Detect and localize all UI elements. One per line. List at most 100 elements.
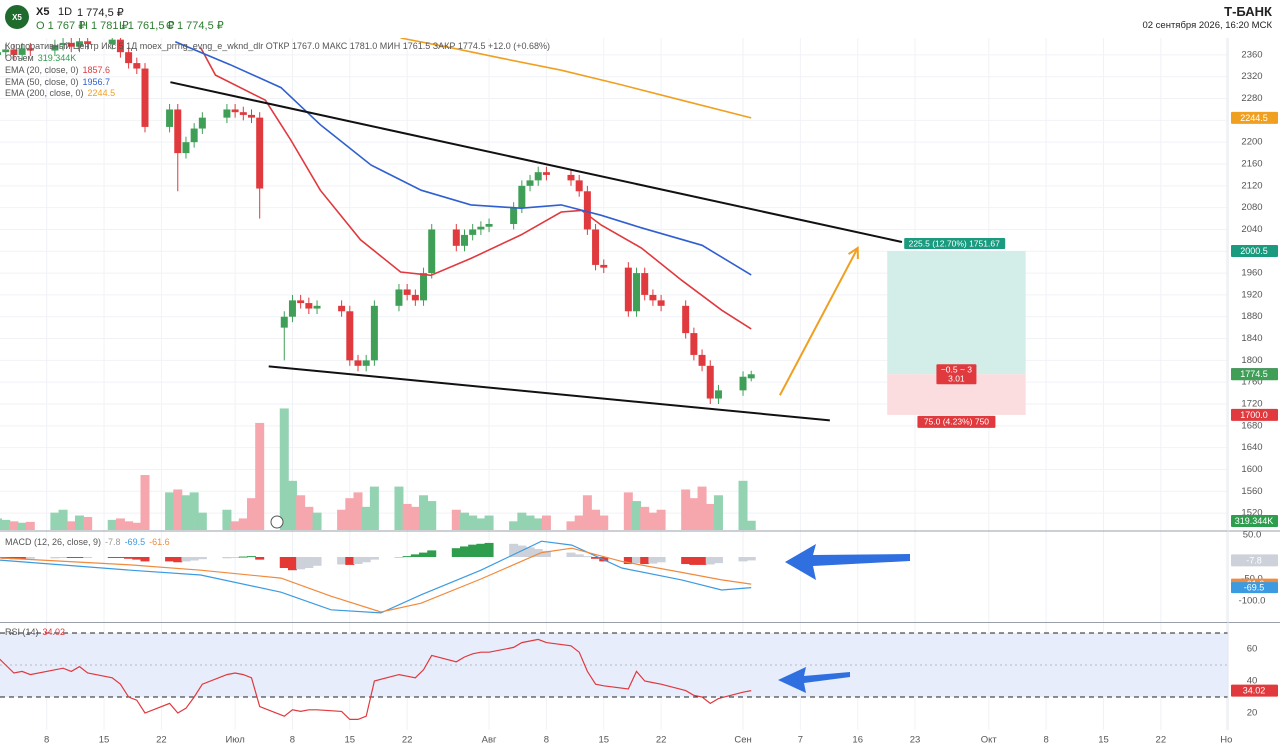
- histogram-bar: [296, 556, 306, 570]
- volume-bar: [246, 498, 256, 530]
- histogram-bar: [58, 556, 68, 558]
- candle-body: [141, 68, 149, 127]
- center-label: −0.5 ~ 3: [941, 365, 972, 375]
- stop-label-box: [917, 415, 996, 428]
- candle-body: [280, 316, 288, 328]
- histogram-bar: [713, 556, 723, 564]
- histogram-bar: [337, 556, 347, 565]
- volume-bar: [9, 521, 19, 530]
- volume-bar: [312, 512, 322, 530]
- candle-body: [108, 39, 116, 44]
- brand: Т-БАНК: [1224, 4, 1272, 19]
- volume-bar: [255, 422, 265, 530]
- y-tick-label: 2160: [1241, 159, 1262, 170]
- histogram-bar: [222, 556, 232, 559]
- histogram-bar: [197, 556, 207, 560]
- price-tag-label: 1700.0: [1240, 410, 1268, 420]
- histogram-bar: [181, 556, 191, 562]
- candle-body: [125, 52, 133, 64]
- candle-body: [2, 49, 10, 53]
- volume-bar: [582, 495, 592, 530]
- arrow: [779, 247, 859, 396]
- volume-bar: [541, 515, 551, 530]
- candle-body: [288, 300, 296, 317]
- y-tick-label: 2320: [1241, 71, 1262, 82]
- price-panel: 225.5 (12.70%) 1751.67 −0.5 ~ 33.01 75.0 (…: [0, 38, 1026, 530]
- histogram-bar: [74, 556, 84, 558]
- volume-bar: [353, 492, 363, 530]
- legend-label: Объем: [5, 53, 34, 63]
- candle-body: [166, 109, 174, 127]
- histogram-bar: [124, 556, 134, 559]
- ticker: X5: [36, 6, 50, 18]
- histogram-bar: [369, 556, 379, 560]
- candle-body: [510, 207, 518, 224]
- legend-label: RSI (14): [5, 627, 39, 637]
- histogram-bar: [459, 546, 469, 557]
- histogram-bar: [574, 554, 584, 557]
- histogram-bar: [255, 556, 265, 560]
- candle-body: [485, 224, 493, 227]
- candle-body: [133, 63, 141, 69]
- y-tick-label: 1920: [1241, 289, 1262, 300]
- y-tick-label: 50.0: [1243, 530, 1262, 541]
- price-tag: [1231, 684, 1278, 697]
- legend-value: 34.02: [42, 627, 66, 637]
- price-tag-label: 34.02: [1243, 685, 1266, 695]
- volume-bar: [287, 480, 297, 530]
- candle-body: [600, 264, 608, 268]
- price-tag-label: -7.8: [1246, 555, 1262, 565]
- candle-body: [75, 41, 83, 47]
- volume-bar: [369, 486, 379, 530]
- candle-body: [370, 305, 378, 361]
- histogram-bar: [468, 544, 478, 557]
- volume-bar: [427, 501, 437, 530]
- histogram-bar: [66, 556, 76, 558]
- histogram-bar: [566, 552, 576, 557]
- candle-body: [354, 360, 362, 366]
- y-tick-label: 1760: [1241, 377, 1262, 388]
- y-tick-label: 1640: [1241, 442, 1262, 453]
- volume-bar: [165, 492, 175, 530]
- ema-line: [199, 47, 752, 330]
- macd-line: [0, 540, 752, 614]
- volume-bar: [296, 495, 306, 530]
- x-tick-label: 22: [402, 735, 413, 746]
- histogram-bar: [50, 556, 60, 559]
- ohlc-high: H 1 781 ₽: [80, 20, 129, 32]
- y-tick-label: 2280: [1241, 93, 1262, 104]
- price-tag-label: -69.5: [1244, 582, 1265, 592]
- last-price: 1 774,5 ₽: [77, 7, 124, 19]
- histogram-bar: [165, 556, 175, 562]
- candle-body: [313, 305, 321, 309]
- volume-bar: [337, 509, 347, 530]
- volume-bar: [230, 521, 240, 530]
- histogram-bar: [353, 556, 363, 565]
- price-tag: [1231, 554, 1278, 567]
- candle-body: [420, 273, 428, 301]
- volume-bar: [697, 486, 707, 530]
- legend-label: EMA (200, close, 0): [5, 88, 84, 98]
- volume-bar: [533, 518, 543, 530]
- candle-body: [174, 109, 182, 154]
- histogram-bar: [541, 550, 551, 557]
- stop-label: 75.0 (4.23%) 750: [924, 417, 989, 427]
- candle-body: [460, 234, 468, 246]
- candle-body: [690, 333, 698, 355]
- candle-body: [26, 48, 34, 51]
- y-tick-label: 1840: [1241, 333, 1262, 344]
- histogram-bar: [509, 543, 519, 557]
- candle-body: [714, 390, 722, 399]
- x-tick-label: 15: [345, 735, 356, 746]
- rsi-panel: [0, 632, 1228, 720]
- volume-bar: [705, 503, 715, 530]
- histogram-bar: [132, 556, 142, 560]
- volume-bar: [66, 521, 76, 530]
- annotation-arrow: [778, 667, 850, 693]
- legend-value: -69.5: [124, 537, 146, 547]
- volume-bar: [140, 475, 150, 530]
- candle-body: [190, 128, 198, 143]
- volume-bar: [648, 512, 658, 530]
- y-tick-label: 2200: [1241, 137, 1262, 148]
- histogram-bar: [681, 556, 691, 565]
